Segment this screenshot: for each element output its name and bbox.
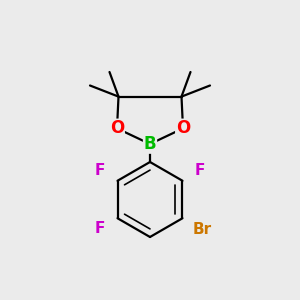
Text: O: O xyxy=(110,119,124,137)
Text: F: F xyxy=(95,163,105,178)
Text: F: F xyxy=(195,163,205,178)
Text: B: B xyxy=(144,135,156,153)
Text: Br: Br xyxy=(192,222,212,237)
Text: O: O xyxy=(176,119,190,137)
Text: F: F xyxy=(95,221,105,236)
